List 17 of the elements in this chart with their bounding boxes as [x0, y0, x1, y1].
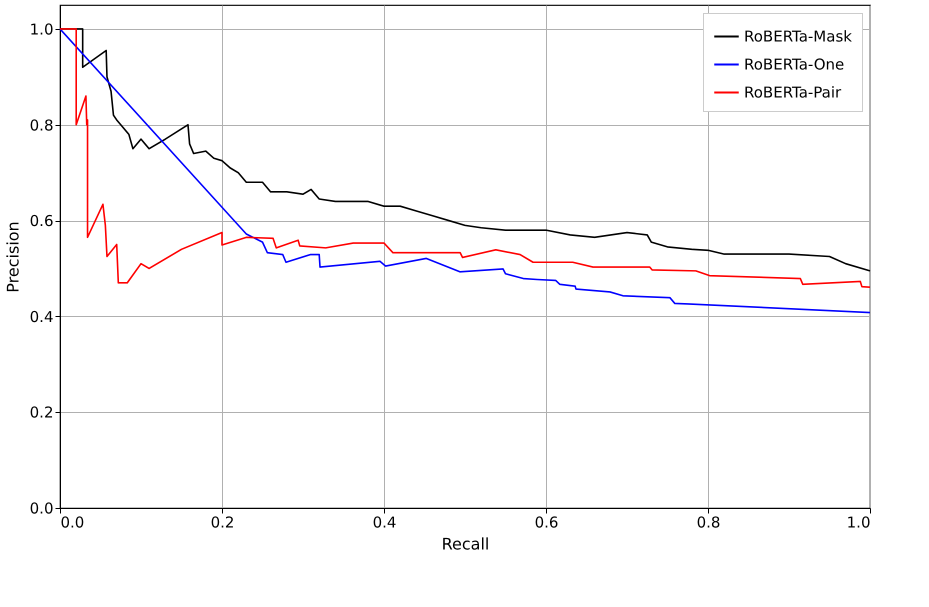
x-axis-title: Recall — [442, 534, 490, 554]
legend-label: RoBERTa-Pair — [744, 84, 842, 102]
y-tick-label: 0.2 — [30, 404, 54, 422]
x-tick-label: 0.4 — [372, 514, 396, 532]
y-tick-label: 0.8 — [30, 116, 54, 134]
y-tick-label: 0.6 — [30, 212, 54, 230]
x-tick-label: 0.8 — [696, 514, 720, 532]
y-axis-title: Precision — [4, 221, 23, 293]
x-tick-label: 0.2 — [210, 514, 234, 532]
x-tick-label: 0.6 — [534, 514, 558, 532]
x-tick-label: 0.0 — [60, 514, 84, 532]
y-tick-label: 0.4 — [30, 308, 54, 326]
legend-label: RoBERTa-One — [744, 56, 844, 74]
x-tick-label: 1.0 — [846, 514, 870, 532]
y-tick-label: 0.0 — [30, 500, 54, 518]
y-tick-label: 1.0 — [30, 20, 54, 38]
legend-label: RoBERTa-Mask — [744, 28, 852, 46]
